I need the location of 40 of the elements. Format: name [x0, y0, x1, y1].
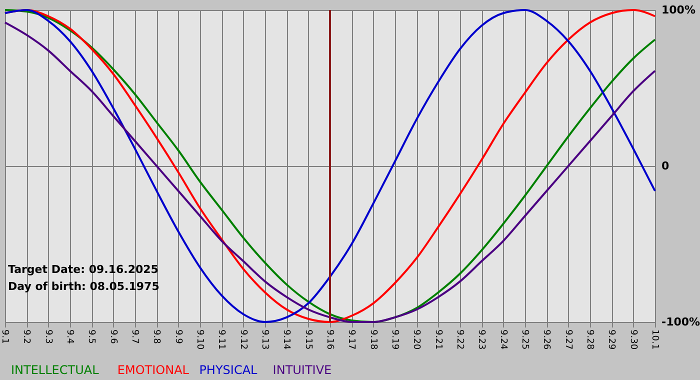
text: INTELLECTUAL	[11, 363, 100, 377]
x-tick-label: 10.1	[650, 330, 660, 350]
text: PHYSICAL	[199, 363, 258, 377]
x-tick-label: 9.21	[432, 330, 443, 350]
x-tick-label: 9.18	[368, 330, 378, 350]
annotation: Target Date: 09.16.2025	[8, 263, 158, 276]
x-tick-label: 9.26	[541, 330, 552, 350]
x-tick-label: 9.8	[151, 330, 162, 344]
x-tick-label: 9.27	[562, 330, 573, 350]
y-tick-label: -100%	[662, 316, 700, 328]
x-tick-label: 9.5	[86, 330, 96, 344]
x-tick-label: 9.13	[260, 330, 270, 350]
x-tick-label: 9.15	[302, 330, 313, 350]
x-tick-label: 9.20	[411, 330, 422, 350]
y-tick-label: 100%	[662, 4, 696, 16]
x-tick-label: 9.4	[64, 330, 74, 344]
x-tick-label: 9.24	[498, 330, 508, 350]
x-tick-label: 9.16	[324, 330, 334, 350]
x-tick-label: 9.3	[42, 330, 53, 344]
x-tick-label: 9.1	[0, 330, 10, 344]
x-tick-label: 9.14	[281, 330, 292, 350]
x-tick-label: 9.12	[238, 330, 248, 350]
x-tick-label: 9.7	[130, 330, 140, 344]
x-tick-label: 9.22	[454, 330, 464, 350]
x-tick-label: 9.6	[108, 330, 118, 344]
x-tick-label: 9.19	[390, 330, 400, 350]
x-tick-label: 9.29	[606, 330, 616, 350]
text: EMOTIONAL	[117, 363, 190, 377]
x-tick-label: 9.30	[628, 330, 638, 350]
x-tick-label: 9.23	[476, 330, 486, 350]
x-tick-label: 9.11	[216, 330, 226, 350]
x-tick-label: 9.17	[346, 330, 356, 350]
y-tick-label: 0	[662, 160, 670, 172]
annotation: Day of birth: 08.05.1975	[8, 280, 160, 293]
x-tick-label: 9.9	[172, 330, 183, 344]
text: INTUITIVE	[272, 363, 332, 377]
x-tick-label: 9.10	[194, 330, 204, 350]
x-tick-label: 9.28	[584, 330, 594, 350]
x-tick-label: 9.2	[21, 330, 32, 344]
x-tick-label: 9.25	[520, 330, 530, 350]
